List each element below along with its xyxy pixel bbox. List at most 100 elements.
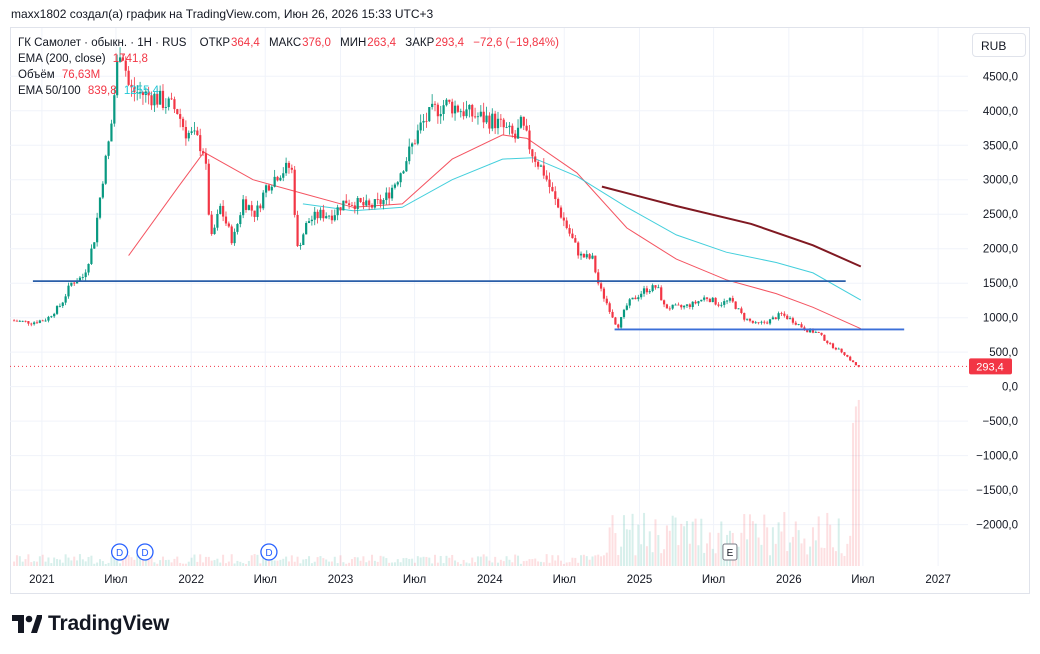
candle-body: [488, 115, 491, 129]
volume-bar: [539, 561, 542, 566]
x-tick-label: 2023: [328, 574, 354, 586]
candle-body: [207, 163, 210, 215]
volume-bar: [84, 561, 87, 566]
candles: [12, 47, 860, 368]
volume-bar: [628, 529, 631, 566]
volume-bar: [774, 543, 777, 566]
volume-bar: [67, 557, 70, 566]
currency-button[interactable]: RUB: [972, 33, 1026, 57]
volume-bar: [141, 558, 144, 566]
legend-low-value: 263,4: [367, 37, 397, 49]
legend-ema200-row[interactable]: EMA (200, close) 1741,8: [18, 51, 559, 67]
candle-body: [362, 202, 365, 206]
volume-bar: [769, 555, 772, 566]
candle-body: [717, 304, 720, 306]
candle-body: [840, 348, 843, 353]
candle-body: [748, 318, 752, 321]
candle-body: [516, 127, 520, 139]
volume-bar: [740, 532, 743, 566]
candle-body: [330, 215, 334, 221]
y-tick-label: −1000,0: [976, 451, 1018, 463]
volume-bar: [474, 562, 477, 566]
volume-bar: [688, 543, 691, 566]
legend-ema-pair-row[interactable]: EMA 50/100 839,8 1255,4: [18, 83, 559, 99]
volume-bar: [353, 557, 356, 566]
candle-body: [408, 146, 411, 162]
indicator-ema-100: [302, 157, 862, 301]
candle-body: [485, 115, 488, 123]
candle-body: [399, 173, 402, 183]
volume-bar: [751, 521, 754, 566]
volume-bar: [680, 523, 683, 566]
volume-bar: [58, 559, 61, 566]
candle-body: [462, 111, 465, 117]
volume-bar: [216, 558, 219, 566]
volume-bar: [87, 557, 90, 566]
volume-bar: [823, 547, 826, 566]
volume-bar: [256, 554, 259, 566]
candle-body: [797, 324, 800, 326]
candle-body: [313, 211, 316, 220]
candle-body: [800, 324, 803, 328]
x-tick-label: Июл: [104, 574, 127, 586]
candle-body: [731, 298, 734, 302]
candle-body: [47, 316, 50, 321]
candle-body: [496, 118, 500, 129]
candle-body: [854, 362, 858, 366]
volume-bar: [657, 535, 660, 566]
volume-bar: [35, 561, 38, 566]
candle-body: [15, 320, 19, 322]
volume-bar: [127, 555, 130, 566]
candle-body: [216, 213, 219, 228]
candle-body: [502, 119, 505, 128]
candle-body: [113, 95, 116, 124]
volume-bar: [791, 536, 794, 566]
candle-body: [771, 317, 774, 320]
volume-bar: [133, 559, 136, 566]
candle-body: [531, 149, 534, 157]
volume-bar: [176, 556, 179, 566]
dividend-marker-label: D: [141, 548, 148, 559]
candle-body: [829, 343, 832, 344]
candle-body: [763, 321, 766, 323]
volume-bar: [282, 558, 285, 566]
y-tick-label: 2000,0: [983, 244, 1018, 256]
candle-body: [445, 99, 448, 106]
volume-bar: [299, 563, 302, 566]
volume-bar: [199, 554, 202, 566]
x-tick-label: Июл: [553, 574, 576, 586]
volume-bar: [325, 559, 328, 566]
y-tick-label: 2500,0: [983, 209, 1018, 221]
candle-body: [147, 91, 150, 96]
candle-body: [293, 169, 296, 215]
volume-bar: [602, 555, 605, 566]
candle-body: [648, 291, 651, 293]
candle-body: [150, 95, 153, 106]
volume-bar: [786, 551, 789, 566]
volume-bar: [431, 563, 434, 566]
candle-body: [396, 182, 399, 185]
volume-bar: [411, 558, 414, 566]
legend-volume-row[interactable]: Объём 76,63M: [18, 67, 559, 83]
candle-body: [107, 141, 110, 156]
candle-body: [482, 111, 485, 123]
candle-body: [233, 231, 236, 244]
candle-body: [136, 92, 139, 94]
legend-symbol[interactable]: ГК Самолет · обыкн. · 1Н · RUS: [18, 37, 187, 49]
candle-body: [305, 223, 308, 235]
volume-bar: [691, 521, 694, 566]
candle-body: [491, 113, 494, 129]
volume-bar: [611, 515, 614, 566]
candle-body: [310, 219, 313, 222]
candle-body: [777, 313, 780, 320]
candle-body: [806, 330, 809, 333]
candle-body: [302, 234, 305, 246]
candle-body: [783, 313, 786, 316]
candle-body: [579, 253, 583, 256]
candle-body: [402, 171, 405, 174]
candle-body: [141, 92, 145, 95]
candle-body: [743, 312, 746, 320]
volume-bar: [227, 561, 230, 566]
tradingview-logo[interactable]: TradingView: [12, 612, 169, 636]
